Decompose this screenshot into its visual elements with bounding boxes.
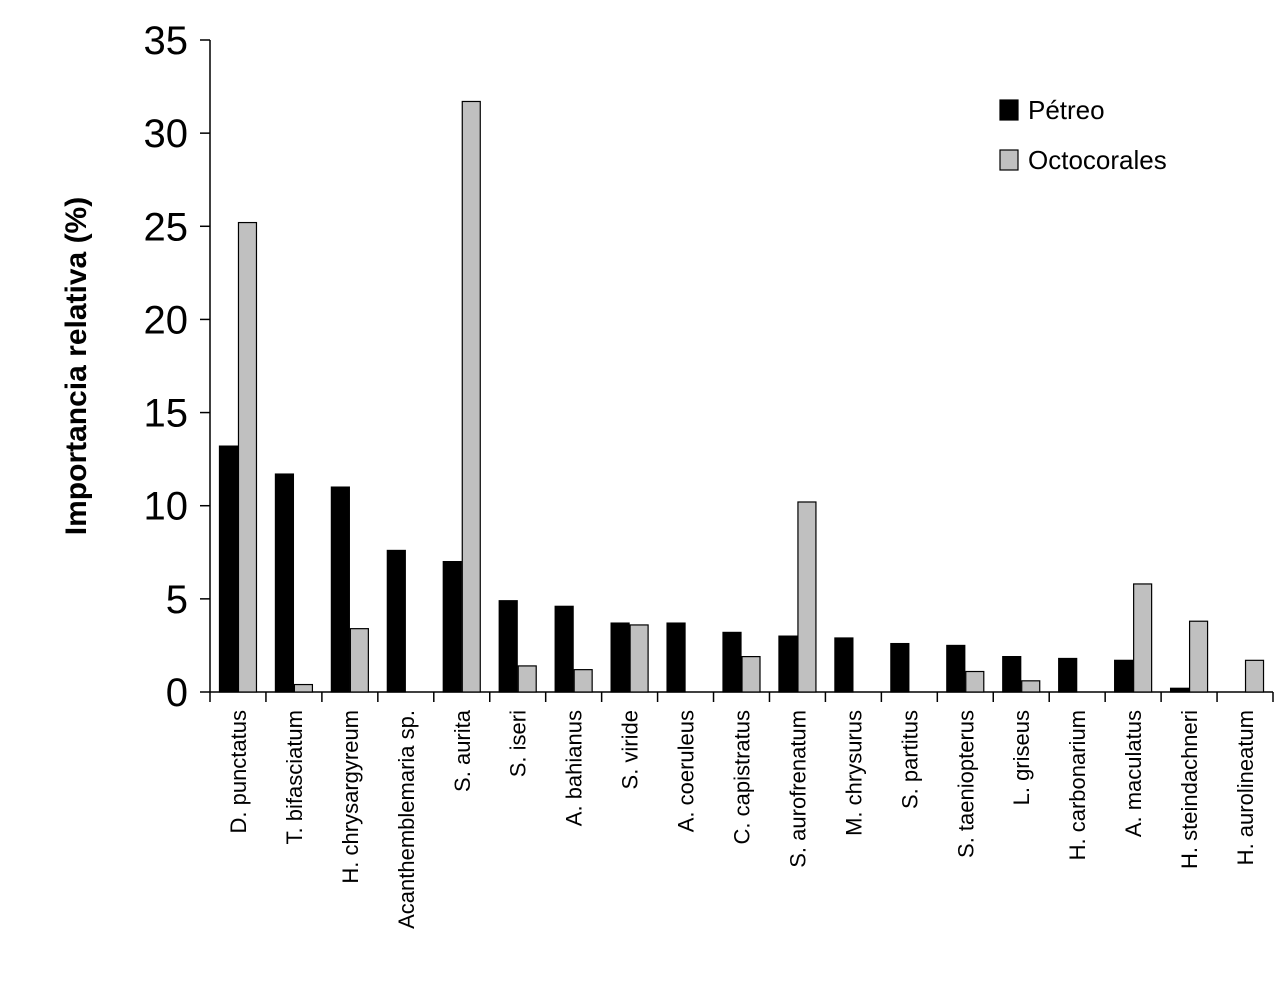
bar-petreo [330,486,350,693]
x-category-label: S. aurofrenatum [785,710,810,868]
x-category-label: S. iseri [506,710,531,777]
x-category-label: H. chrysargyreum [338,710,363,884]
bars [218,100,1265,693]
bar-octocorales [797,501,817,693]
category-labels: D. punctatus T. bifasciatum H. chrysargyre… [226,709,1258,929]
bar-octocorales [573,669,593,693]
legend-swatch [999,99,1019,121]
legend: Pétreo Octocorales [999,95,1167,175]
legend-label: Pétreo [1028,95,1105,125]
bar-petreo [666,622,686,693]
bar-petreo [218,445,239,693]
y-tick-label: 25 [144,205,189,249]
y-axis: 0 5 10 15 20 25 30 35 [144,19,211,715]
legend-swatch [999,149,1019,171]
x-category-label: Acanthemblemaria sp. [394,710,419,929]
y-tick-label: 0 [166,671,188,715]
x-category-label: C. capistratus [730,710,755,845]
x-category-label: S. taeniopterus [953,710,978,858]
x-category-label: D. punctatus [226,710,251,834]
legend-label: Octocorales [1028,145,1167,175]
bar-octocorales [1021,680,1041,693]
bar-octocorales [293,683,314,693]
y-tick-label: 30 [144,112,189,156]
bar-petreo [1058,657,1078,693]
bar-petreo [946,644,966,693]
x-axis [209,691,1274,702]
x-category-label: M. chrysurus [841,710,866,836]
bar-octocorales [1244,659,1265,693]
bar-octocorales [965,670,985,693]
bar-petreo [498,600,518,693]
bar-octocorales [1188,620,1209,693]
bar-octocorales [237,221,258,693]
bar-petreo [554,605,574,693]
x-category-label: H. aurolineatum [1233,710,1258,865]
bar-petreo [834,637,854,693]
bar-petreo [890,642,910,693]
bar-octocorales [517,665,537,693]
bar-petreo [386,549,406,693]
x-category-label: S. aurita [450,709,475,792]
y-tick-label: 35 [144,19,189,63]
bar-octocorales [349,628,369,693]
x-category-label: T. bifasciatum [282,710,307,845]
bar-petreo [778,635,798,693]
bar-petreo [610,622,630,693]
bar-octocorales [461,100,481,693]
bar-petreo [1114,659,1134,693]
x-category-label: H. steindachneri [1177,710,1202,869]
bar-octocorales [629,624,649,693]
x-category-label: H. carbonarium [1065,710,1090,860]
bar-petreo [1169,687,1190,693]
bar-octocorales [741,656,761,693]
x-category-label: L. griseus [1009,710,1034,805]
y-tick-label: 20 [144,298,189,342]
x-category-label: S. partitus [897,710,922,809]
bar-octocorales [1133,583,1153,693]
x-category-label: A. bahianus [562,710,587,826]
x-category-label: S. viride [618,710,643,789]
bar-petreo [274,473,295,693]
y-axis-label: Importancia relativa (%) [60,197,93,535]
x-category-label: A. coeruleus [674,710,699,832]
bar-petreo [722,631,742,693]
bar-petreo [442,560,462,693]
y-tick-label: 15 [144,392,189,436]
y-tick-label: 10 [144,485,189,529]
y-tick-label: 5 [166,578,188,622]
x-category-label: A. maculatus [1121,710,1146,837]
bar-petreo [1002,656,1022,693]
